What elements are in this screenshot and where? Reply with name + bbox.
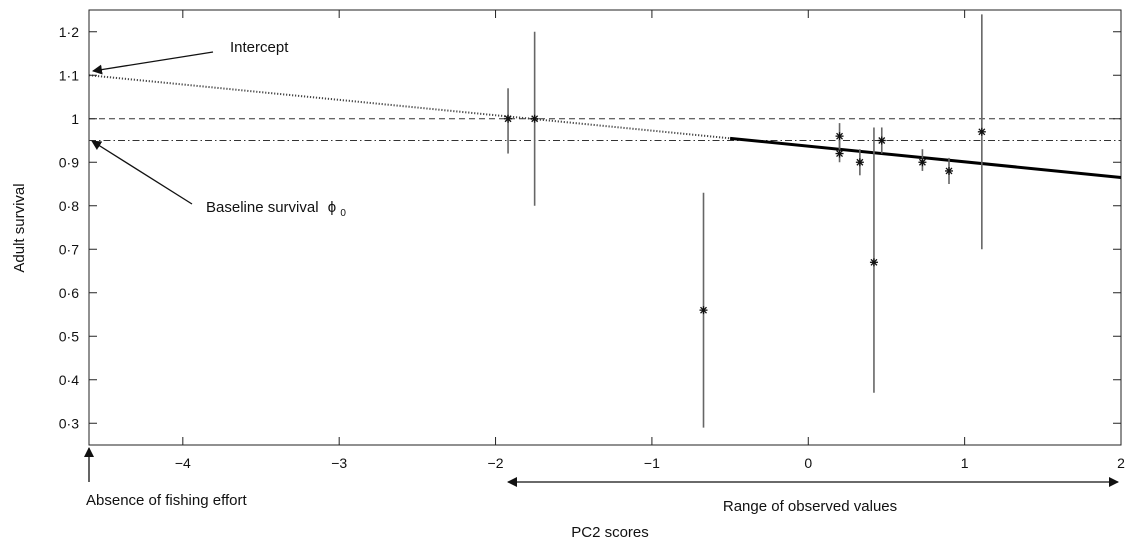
y-tick-label-2: 0·5 [59,328,79,344]
data-point-3 [835,123,844,150]
data-point-0 [504,88,513,154]
regression-solid-line [729,136,1122,179]
point-marker-10 [977,127,986,136]
y-tick-label-7: 1 [71,111,79,127]
baseline-label: Baseline survival ϕ 0 [206,199,346,219]
x-tick-label-5: 1 [961,455,969,471]
baseline-label-text: Baseline survival [206,199,319,216]
intercept-arrow [92,51,214,75]
x-tick-label-3: −1 [644,455,660,471]
point-marker-0 [504,114,513,123]
point-marker-8 [918,158,927,167]
y-tick-label-6: 0·9 [59,154,79,170]
baseline-phi: ϕ [328,199,336,216]
data-point-6 [869,127,878,393]
data-point-10 [977,14,986,250]
absence-label: Absence of fishing effort [86,492,247,509]
regression-dotted-line [88,74,731,140]
baseline-phi-subscript: 0 [340,208,346,219]
y-tick-label-9: 1·2 [59,24,79,40]
data-point-8 [918,149,927,171]
y-axis-label: Adult survival [11,183,28,272]
point-marker-1 [530,114,539,123]
intercept-label: Intercept [230,39,289,56]
point-marker-4 [835,149,844,158]
x-tick-label-0: −4 [175,455,191,471]
point-marker-3 [835,132,844,141]
y-tick-label-1: 0·4 [59,372,79,388]
y-tick-label-4: 0·7 [59,241,79,257]
reference-lines [89,118,1121,141]
data-point-4 [835,140,844,163]
y-tick-label-5: 0·8 [59,198,79,214]
y-tick-label-0: 0·3 [59,415,79,431]
regression-lines [88,74,1122,179]
x-tick-label-4: 0 [804,455,812,471]
x-tick-label-6: 2 [1117,455,1125,471]
data-point-1 [530,31,539,206]
y-tick-label-3: 0·6 [59,285,79,301]
baseline-arrow [91,140,193,205]
x-tick-label-2: −2 [488,455,504,471]
point-marker-9 [945,166,953,175]
point-marker-5 [855,158,864,167]
range-label: Range of observed values [723,498,897,515]
data-points [504,14,986,428]
point-marker-6 [869,258,878,267]
plot-frame [88,9,1122,446]
x-axis: −4 −3 −2 −1 0 1 2 [175,10,1125,471]
data-point-2 [699,192,708,428]
data-point-7 [877,127,886,154]
y-tick-label-8: 1·1 [59,67,79,83]
y-axis: 0·3 0·4 0·5 0·6 0·7 0·8 0·9 1 1·1 1·2 [59,24,1121,431]
data-point-9 [945,157,953,184]
data-point-5 [855,149,864,176]
x-axis-label: PC2 scores [571,524,649,541]
x-tick-label-1: −3 [331,455,347,471]
point-marker-2 [699,306,708,315]
point-marker-7 [877,136,886,145]
